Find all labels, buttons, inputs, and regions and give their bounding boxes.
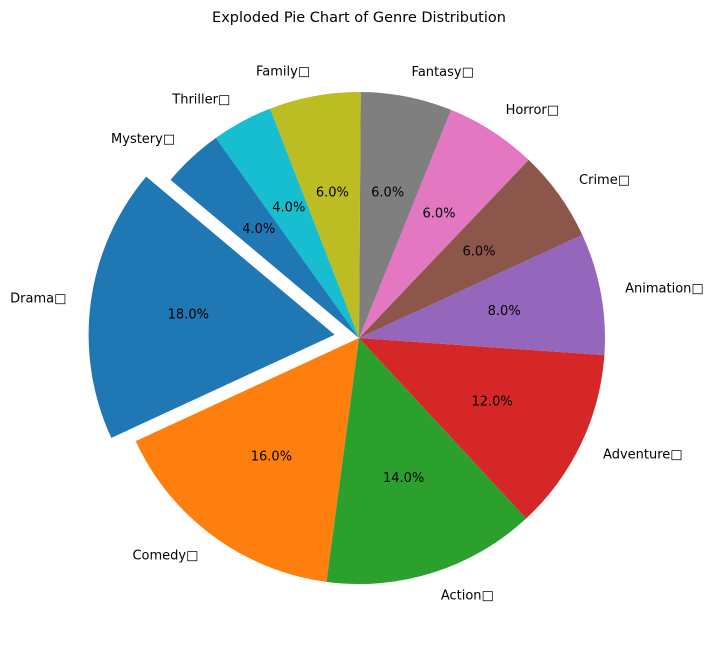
slice-adventure (359, 338, 605, 519)
slice-family (270, 92, 361, 338)
pct-label-family: 6.0% (316, 185, 349, 200)
pct-label-fantasy: 6.0% (371, 186, 404, 201)
pie-percent-labels: 18.0% 16.0% 14.0% 12.0% 8.0% 6.0% 6.0% 6.0% 6.0%… (168, 185, 521, 486)
pct-label-mystery: 4.0% (242, 222, 275, 237)
label-fantasy: Fantasy□ (412, 65, 474, 80)
slice-mystery (170, 137, 359, 338)
slice-action (326, 338, 527, 585)
pct-label-adventure: 12.0% (471, 394, 512, 409)
pct-label-comedy: 16.0% (251, 449, 292, 464)
pct-label-thriller: 4.0% (272, 201, 305, 216)
slice-comedy (135, 338, 359, 582)
pct-label-horror: 6.0% (422, 206, 455, 221)
label-family: Family□ (256, 64, 310, 79)
label-drama: Drama□ (10, 291, 66, 306)
slice-thriller (215, 108, 359, 338)
label-action: Action□ (441, 588, 494, 603)
pct-label-action: 14.0% (383, 471, 424, 486)
label-animation: Animation□ (625, 282, 704, 297)
slice-fantasy (359, 92, 452, 338)
slice-drama (88, 176, 335, 438)
pct-label-drama: 18.0% (168, 308, 209, 323)
chart-title: Exploded Pie Chart of Genre Distribution (212, 10, 506, 26)
label-comedy: Comedy□ (132, 548, 198, 563)
label-adventure: Adventure□ (603, 447, 683, 462)
pct-label-crime: 6.0% (462, 245, 495, 260)
label-crime: Crime□ (579, 173, 630, 188)
pie-labels: Drama□ Comedy□ Action□ Adventure□ Animation□… (10, 64, 704, 603)
slice-animation (359, 234, 605, 356)
label-mystery: Mystery□ (111, 132, 175, 147)
label-thriller: Thriller□ (171, 92, 230, 107)
slice-horror (359, 109, 529, 338)
pie-slices (88, 92, 605, 585)
pct-label-animation: 8.0% (488, 304, 521, 319)
label-horror: Horror□ (506, 103, 560, 118)
slice-crime (359, 159, 583, 338)
